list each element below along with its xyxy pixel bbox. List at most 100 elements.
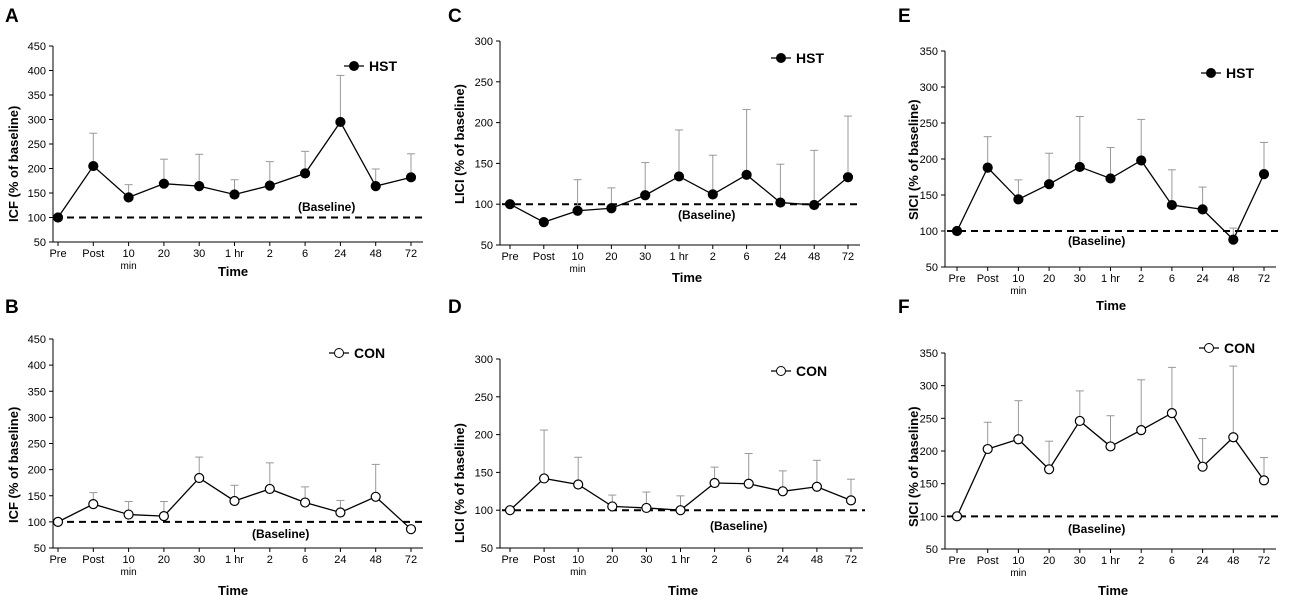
x-tick-sublabel: min [121, 261, 137, 272]
x-tick-label: 2 [712, 554, 718, 566]
legend-marker-icon [1199, 343, 1219, 353]
x-tick-label: 10 [122, 248, 134, 260]
x-tick-label: Pre [948, 273, 965, 285]
x-tick-label: 20 [606, 554, 618, 566]
panel-a: A ICF (% of baseline) Time HST (Baseline… [0, 0, 430, 300]
data-point [951, 225, 963, 237]
y-tick-label: 50 [34, 543, 46, 555]
legend: HST [1200, 65, 1254, 81]
y-tick-label: 250 [28, 139, 46, 151]
x-tick-label: 72 [405, 248, 417, 260]
x-tick-label: 10 [1012, 555, 1024, 567]
x-tick-label: Post [977, 273, 999, 285]
data-point [370, 181, 381, 192]
y-tick-label: 250 [475, 77, 493, 89]
legend-marker-icon [771, 366, 791, 376]
data-point [335, 116, 346, 128]
data-point [673, 171, 685, 182]
data-point [572, 205, 583, 216]
data-point [300, 168, 311, 179]
x-tick-label: 24 [1196, 555, 1208, 567]
y-tick-label: 100 [475, 199, 493, 211]
y-tick-label: 100 [28, 517, 46, 529]
data-point [158, 511, 169, 522]
data-point [777, 486, 788, 497]
data-point [1013, 434, 1024, 445]
y-tick-label: 100 [475, 505, 493, 517]
x-tick-label: 6 [1169, 555, 1175, 567]
data-point [194, 181, 205, 192]
y-tick-label: 50 [926, 544, 938, 556]
x-tick-label: 30 [193, 248, 205, 260]
legend-label: HST [369, 58, 397, 74]
data-point [809, 199, 820, 211]
x-tick-label: Post [533, 554, 555, 566]
legend-label: CON [1224, 340, 1256, 356]
x-tick-label: Pre [948, 555, 965, 567]
x-tick-label: 10 [571, 251, 583, 263]
y-tick-label: 350 [920, 46, 938, 58]
baseline-label: (Baseline) [298, 200, 356, 214]
x-tick-label: 48 [370, 554, 382, 566]
x-axis-label: Time [672, 270, 703, 285]
x-tick-label: Pre [501, 251, 518, 263]
panel-letter: F [898, 297, 910, 318]
data-point [982, 162, 993, 173]
y-tick-label: 150 [920, 479, 938, 491]
x-tick-label: 6 [1169, 273, 1175, 285]
data-point [52, 212, 64, 223]
y-tick-label: 350 [28, 90, 46, 102]
data-point [335, 507, 346, 518]
x-tick-label: 2 [267, 554, 273, 566]
y-tick-label: 100 [920, 226, 938, 238]
x-tick-label: 1 hr [1101, 555, 1120, 567]
panel-b: B ICF (% of baseline) Time CON (Baseline… [0, 295, 430, 603]
data-point [1105, 441, 1116, 452]
y-tick-label: 300 [920, 82, 938, 94]
x-tick-label: 6 [302, 248, 308, 260]
y-tick-label: 150 [28, 491, 46, 503]
legend-marker-icon [1201, 68, 1221, 78]
data-point [707, 189, 718, 200]
y-tick-label: 300 [475, 36, 493, 48]
x-tick-label: 6 [744, 251, 750, 263]
data-point [1136, 424, 1147, 436]
y-tick-label: 300 [28, 412, 46, 424]
x-tick-label: 24 [1196, 273, 1208, 285]
x-tick-label: 24 [774, 251, 786, 263]
data-point [1258, 169, 1270, 180]
y-tick-label: 350 [920, 348, 938, 360]
baseline-label: (Baseline) [710, 519, 768, 533]
data-point [1044, 464, 1055, 475]
baseline-label: (Baseline) [678, 208, 736, 222]
data-point [300, 497, 311, 508]
y-tick-label: 50 [34, 237, 46, 249]
x-tick-label: 48 [1227, 555, 1239, 567]
x-tick-label: 24 [777, 554, 789, 566]
data-point [951, 511, 963, 522]
data-point [1105, 173, 1116, 184]
y-tick-label: 200 [920, 154, 938, 166]
data-point [158, 178, 169, 189]
x-tick-label: 20 [1043, 555, 1055, 567]
legend-marker-icon [344, 61, 364, 71]
data-point [675, 505, 686, 516]
data-point [229, 189, 240, 200]
legend-label: CON [796, 363, 828, 379]
y-tick-label: 150 [920, 190, 938, 202]
panel-letter: A [5, 6, 19, 27]
x-tick-label: 48 [808, 251, 820, 263]
data-point [1166, 408, 1177, 419]
x-tick-label: 1 hr [225, 554, 244, 566]
legend: HST [770, 50, 824, 66]
panel-f: F SICI (% of baseline) Time CON (Baselin… [880, 295, 1300, 603]
y-tick-label: 200 [475, 118, 493, 130]
x-tick-label: 10 [572, 554, 584, 566]
x-tick-label: 10 [1012, 273, 1024, 285]
data-point [573, 479, 584, 490]
legend: CON [328, 345, 385, 361]
x-tick-label: 30 [639, 251, 651, 263]
